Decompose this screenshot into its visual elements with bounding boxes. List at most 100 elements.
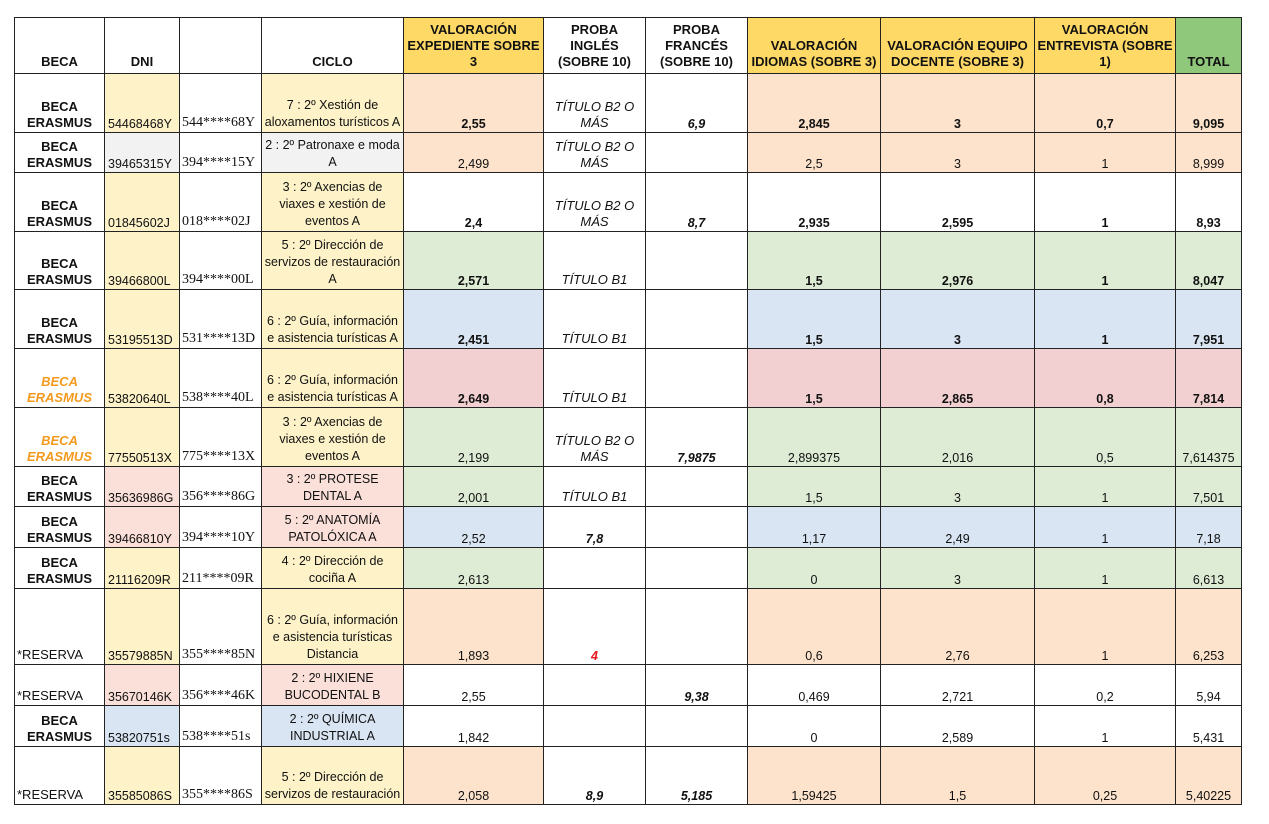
entrevista-cell: 0,7 xyxy=(1034,73,1176,133)
masked-dni-cell: 538****51s xyxy=(179,705,262,747)
ingles-cell: TÍTULO B2 O MÁS xyxy=(543,172,646,232)
dni-cell: 35670146K xyxy=(104,664,180,706)
idiomas-cell: 0,6 xyxy=(747,588,881,665)
beca-cell: BECA ERASMUS xyxy=(14,289,105,349)
beca-cell: *RESERVA xyxy=(14,746,105,805)
entrevista-cell: 0,5 xyxy=(1034,407,1176,467)
frances-cell xyxy=(645,547,748,589)
expediente-cell: 2,499 xyxy=(403,132,544,173)
ciclo-cell: 2 : 2º QUÍMICA INDUSTRIAL A xyxy=(261,705,404,747)
table-row: BECA ERASMUS 39466800L 394****00L 5 : 2º… xyxy=(14,231,1242,290)
idiomas-cell: 2,899375 xyxy=(747,407,881,467)
beca-cell: BECA ERASMUS xyxy=(14,705,105,747)
entrevista-cell: 1 xyxy=(1034,132,1176,173)
ciclo-cell: 3 : 2º Axencias de viaxes e xestión de e… xyxy=(261,407,404,467)
docente-cell: 3 xyxy=(880,73,1035,133)
expediente-cell: 2,649 xyxy=(403,348,544,408)
total-cell: 7,814 xyxy=(1175,348,1242,408)
frances-cell: 7,9875 xyxy=(645,407,748,467)
total-cell: 8,93 xyxy=(1175,172,1242,232)
header-docente: VALORACIÓN EQUIPO DOCENTE (SOBRE 3) xyxy=(880,17,1035,74)
ciclo-cell: 2 : 2º HIXIENE BUCODENTAL B xyxy=(261,664,404,706)
total-cell: 6,253 xyxy=(1175,588,1242,665)
expediente-cell: 2,4 xyxy=(403,172,544,232)
masked-dni-cell: 538****40L xyxy=(179,348,262,408)
docente-cell: 3 xyxy=(880,547,1035,589)
docente-cell: 3 xyxy=(880,132,1035,173)
table-row: BECA ERASMUS 53820640L 538****40L 6 : 2º… xyxy=(14,348,1242,408)
beca-cell: BECA ERASMUS xyxy=(14,547,105,589)
idiomas-cell: 1,5 xyxy=(747,348,881,408)
ciclo-cell: 5 : 2º Dirección de servizos de restaura… xyxy=(261,746,404,805)
masked-dni-cell: 355****86S xyxy=(179,746,262,805)
docente-cell: 2,016 xyxy=(880,407,1035,467)
header-masked xyxy=(179,17,262,74)
total-cell: 7,614375 xyxy=(1175,407,1242,467)
masked-dni-cell: 531****13D xyxy=(179,289,262,349)
entrevista-cell: 1 xyxy=(1034,172,1176,232)
entrevista-cell: 1 xyxy=(1034,705,1176,747)
frances-cell: 5,185 xyxy=(645,746,748,805)
docente-cell: 3 xyxy=(880,466,1035,507)
entrevista-cell: 1 xyxy=(1034,466,1176,507)
header-frances: PROBA FRANCÉS (SOBRE 10) xyxy=(645,17,748,74)
total-cell: 5,40225 xyxy=(1175,746,1242,805)
dni-cell: 54468468Y xyxy=(104,73,180,133)
header-ingles: PROBA INGLÉS (SOBRE 10) xyxy=(543,17,646,74)
total-cell: 6,613 xyxy=(1175,547,1242,589)
docente-cell: 2,721 xyxy=(880,664,1035,706)
entrevista-cell: 1 xyxy=(1034,588,1176,665)
ciclo-cell: 3 : 2º Axencias de viaxes e xestión de e… xyxy=(261,172,404,232)
entrevista-cell: 1 xyxy=(1034,547,1176,589)
beca-cell: BECA ERASMUS xyxy=(14,132,105,173)
entrevista-cell: 1 xyxy=(1034,506,1176,548)
header-ciclo: CICLO xyxy=(261,17,404,74)
total-cell: 5,94 xyxy=(1175,664,1242,706)
dni-cell: 39466810Y xyxy=(104,506,180,548)
total-cell: 8,999 xyxy=(1175,132,1242,173)
total-cell: 7,18 xyxy=(1175,506,1242,548)
ingles-cell: TÍTULO B1 xyxy=(543,348,646,408)
table-row: *RESERVA 35585086S 355****86S 5 : 2º Dir… xyxy=(14,746,1242,805)
ingles-cell: TÍTULO B2 O MÁS xyxy=(543,407,646,467)
table-row: BECA ERASMUS 53195513D 531****13D 6 : 2º… xyxy=(14,289,1242,349)
docente-cell: 2,76 xyxy=(880,588,1035,665)
dni-cell: 77550513X xyxy=(104,407,180,467)
idiomas-cell: 1,5 xyxy=(747,289,881,349)
ciclo-cell: 6 : 2º Guía, información e asistencia tu… xyxy=(261,289,404,349)
table-row: BECA ERASMUS 53820751s 538****51s 2 : 2º… xyxy=(14,705,1242,747)
total-cell: 8,047 xyxy=(1175,231,1242,290)
ingles-cell: TÍTULO B1 xyxy=(543,289,646,349)
masked-dni-cell: 394****00L xyxy=(179,231,262,290)
entrevista-cell: 1 xyxy=(1034,289,1176,349)
frances-cell xyxy=(645,289,748,349)
table-row: *RESERVA 35579885N 355****85N 6 : 2º Guí… xyxy=(14,588,1242,665)
masked-dni-cell: 775****13X xyxy=(179,407,262,467)
header-beca: BECA xyxy=(14,17,105,74)
header-dni: DNI xyxy=(104,17,180,74)
expediente-cell: 2,55 xyxy=(403,664,544,706)
idiomas-cell: 2,5 xyxy=(747,132,881,173)
beca-cell: BECA ERASMUS xyxy=(14,466,105,507)
table-row: BECA ERASMUS 54468468Y 544****68Y 7 : 2º… xyxy=(14,73,1242,133)
table-row: BECA ERASMUS 21116209R 211****09R 4 : 2º… xyxy=(14,547,1242,589)
table-row: *RESERVA 35670146K 356****46K 2 : 2º HIX… xyxy=(14,664,1242,706)
dni-cell: 53820751s xyxy=(104,705,180,747)
total-cell: 7,501 xyxy=(1175,466,1242,507)
entrevista-cell: 0,2 xyxy=(1034,664,1176,706)
frances-cell: 6,9 xyxy=(645,73,748,133)
dni-cell: 53820640L xyxy=(104,348,180,408)
frances-cell xyxy=(645,231,748,290)
docente-cell: 2,595 xyxy=(880,172,1035,232)
beca-cell: BECA ERASMUS xyxy=(14,506,105,548)
ingles-cell xyxy=(543,664,646,706)
docente-cell: 2,976 xyxy=(880,231,1035,290)
expediente-cell: 1,842 xyxy=(403,705,544,747)
ingles-cell: TÍTULO B2 O MÁS xyxy=(543,73,646,133)
ciclo-cell: 5 : 2º ANATOMÍA PATOLÓXICA A xyxy=(261,506,404,548)
beca-cell: BECA ERASMUS xyxy=(14,231,105,290)
entrevista-cell: 0,25 xyxy=(1034,746,1176,805)
beca-cell: *RESERVA xyxy=(14,588,105,665)
ingles-cell: TÍTULO B2 O MÁS xyxy=(543,132,646,173)
idiomas-cell: 2,935 xyxy=(747,172,881,232)
